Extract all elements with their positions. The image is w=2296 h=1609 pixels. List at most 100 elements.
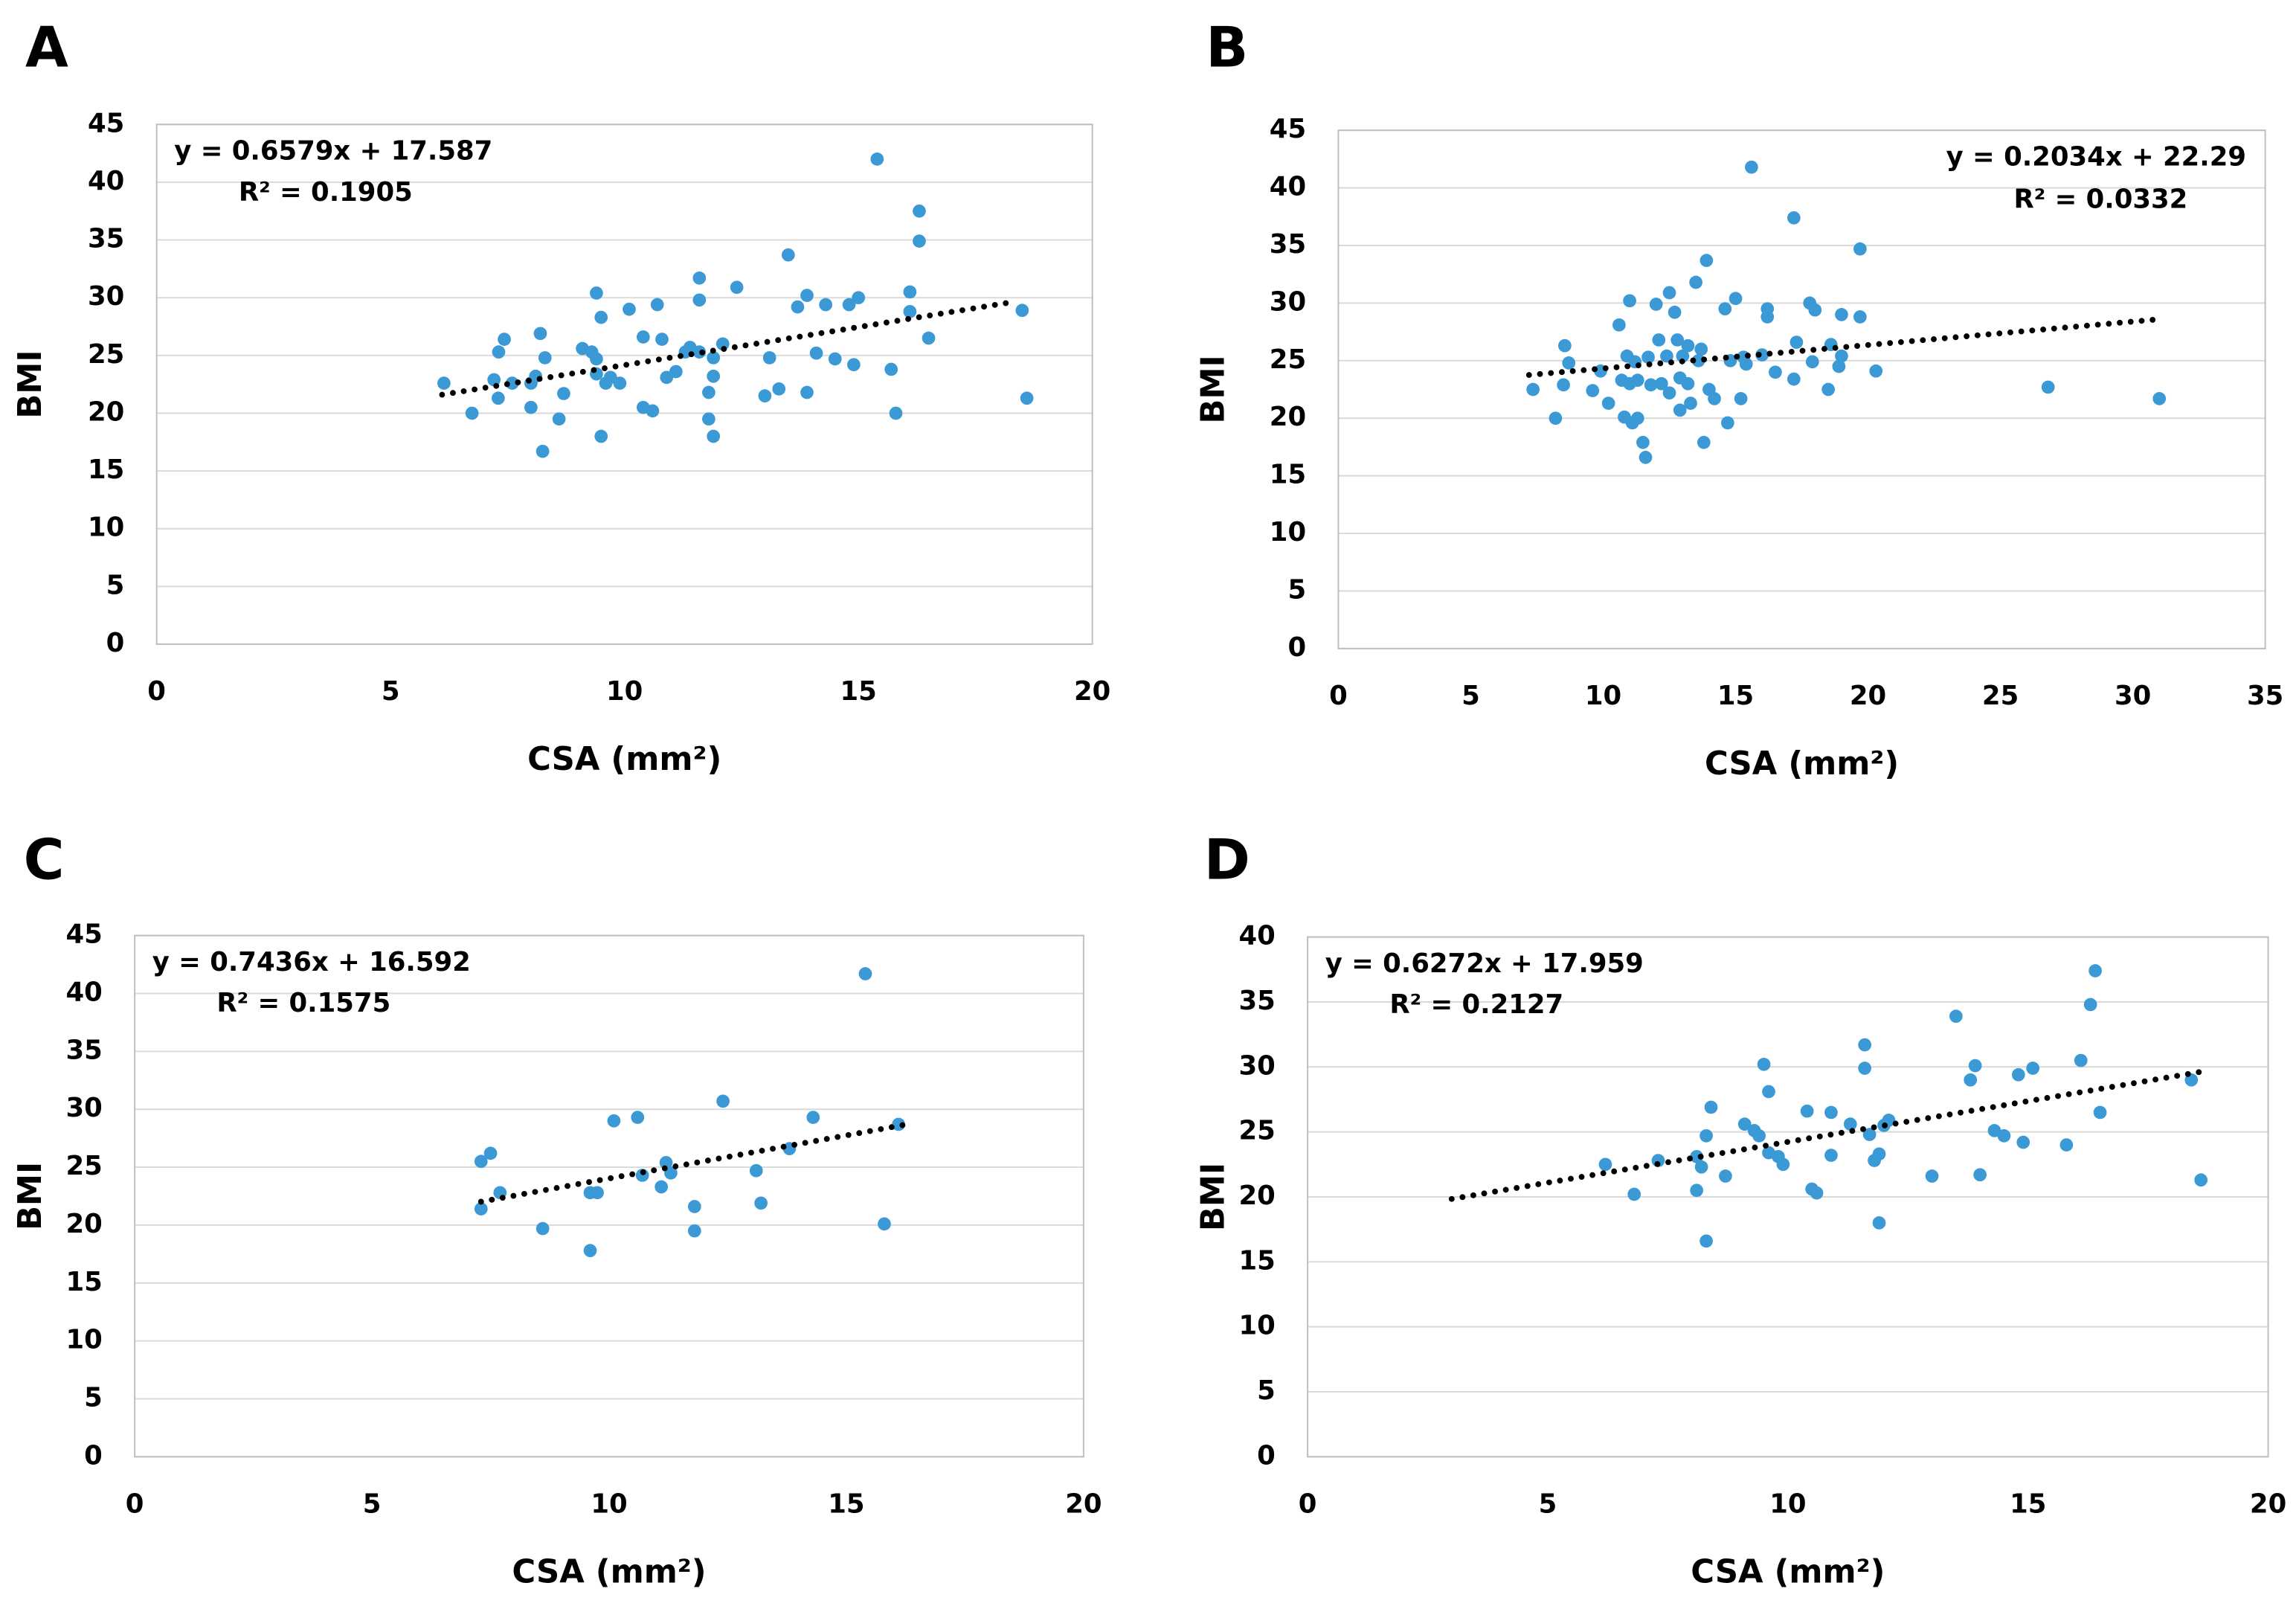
data-point — [903, 285, 917, 299]
y-tick-label: 30 — [88, 281, 124, 312]
y-tick-label: 5 — [106, 570, 125, 600]
x-tick-label: 15 — [840, 676, 877, 707]
data-point — [842, 298, 856, 312]
data-point — [791, 300, 805, 314]
data-point — [800, 289, 814, 302]
y-axis-label: BMI — [1195, 355, 1232, 423]
r-squared: R² = 0.1575 — [216, 988, 390, 1018]
data-point — [1630, 411, 1644, 425]
data-point — [1729, 292, 1743, 306]
y-tick-label: 30 — [1270, 286, 1306, 317]
data-point — [2026, 1062, 2040, 1075]
data-point — [1684, 396, 1697, 410]
data-point — [1858, 1038, 1872, 1052]
data-point — [1697, 435, 1711, 449]
x-tick-label: 20 — [1065, 1488, 1102, 1519]
data-point — [1700, 254, 1714, 267]
y-tick-label: 40 — [1270, 172, 1306, 202]
data-point — [1636, 435, 1650, 449]
data-point — [1810, 1186, 1824, 1200]
data-point — [590, 352, 603, 366]
plot-border — [1337, 129, 2266, 649]
data-point — [1681, 338, 1695, 353]
y-tick-label: 10 — [1238, 1311, 1275, 1341]
data-point — [1949, 1009, 1963, 1024]
data-point — [847, 358, 861, 372]
data-point — [1662, 286, 1676, 300]
data-point — [655, 1180, 669, 1194]
data-point — [1668, 305, 1682, 319]
data-point — [2074, 1053, 2088, 1067]
data-point — [781, 248, 795, 262]
data-point — [1670, 333, 1685, 347]
data-point — [1843, 1117, 1857, 1131]
y-tick-label: 0 — [1287, 632, 1306, 663]
data-point — [1704, 1100, 1718, 1114]
data-point — [1662, 386, 1676, 400]
data-point — [1694, 1160, 1708, 1174]
data-point — [1755, 348, 1769, 362]
data-point — [870, 152, 884, 166]
x-tick-label: 0 — [126, 1488, 144, 1519]
data-point — [1526, 382, 1540, 396]
y-tick-label: 0 — [1257, 1440, 1276, 1471]
data-point — [1694, 342, 1708, 356]
data-point — [650, 298, 664, 312]
x-tick-label: 10 — [1585, 681, 1621, 711]
data-point — [1689, 275, 1702, 289]
x-tick-label: 15 — [828, 1488, 864, 1519]
x-tick-label: 5 — [382, 676, 400, 707]
data-point — [1787, 211, 1801, 225]
data-point — [1739, 357, 1753, 371]
data-point — [1987, 1124, 2001, 1137]
y-tick-label: 20 — [1238, 1181, 1275, 1211]
x-tick-label: 5 — [1461, 681, 1480, 711]
data-point — [1601, 396, 1615, 410]
data-point — [1660, 349, 1673, 363]
data-point — [2083, 998, 2097, 1012]
y-tick-label: 20 — [1270, 402, 1306, 432]
data-point — [1872, 1216, 1886, 1230]
data-point — [607, 1114, 621, 1128]
data-point — [2088, 964, 2102, 977]
data-point — [884, 362, 898, 376]
data-point — [536, 444, 550, 458]
trendline-equation: y = 0.2034x + 22.29 — [1946, 142, 2246, 173]
x-tick-label: 10 — [591, 1488, 627, 1519]
y-tick-label: 15 — [1238, 1245, 1275, 1276]
data-point — [1789, 335, 1804, 349]
data-point — [1558, 338, 1572, 353]
data-point — [1752, 1129, 1766, 1143]
data-point — [655, 333, 669, 346]
data-point — [1737, 1117, 1752, 1131]
y-tick-label: 45 — [88, 108, 124, 138]
x-tick-label: 10 — [606, 676, 643, 707]
data-point — [702, 412, 716, 426]
data-point — [707, 429, 721, 443]
y-tick-label: 10 — [66, 1325, 103, 1355]
x-tick-label: 25 — [1982, 681, 2019, 711]
data-point — [465, 406, 479, 420]
r-squared: R² = 0.0332 — [2013, 184, 2187, 215]
panel-label: B — [1206, 15, 1248, 80]
data-point — [487, 373, 501, 387]
data-point — [1757, 1057, 1771, 1071]
data-point — [749, 1163, 763, 1178]
y-tick-label: 15 — [1270, 460, 1306, 490]
x-tick-label: 15 — [1717, 681, 1754, 711]
y-axis-label: BMI — [12, 1162, 49, 1230]
trendline-equation: y = 0.6272x + 17.959 — [1325, 948, 1644, 979]
x-axis-label: CSA (mm²) — [1705, 745, 1899, 783]
data-point — [1862, 1128, 1877, 1141]
plot-border — [1307, 936, 2269, 1458]
y-tick-label: 25 — [1238, 1116, 1275, 1146]
data-point — [1015, 304, 1029, 318]
y-tick-label: 25 — [88, 339, 124, 370]
y-tick-label: 40 — [1238, 921, 1275, 951]
x-tick-label: 5 — [1539, 1488, 1557, 1519]
y-tick-label: 15 — [88, 455, 124, 485]
data-point — [687, 1224, 701, 1238]
data-point — [474, 1154, 488, 1169]
data-point — [2194, 1173, 2208, 1187]
